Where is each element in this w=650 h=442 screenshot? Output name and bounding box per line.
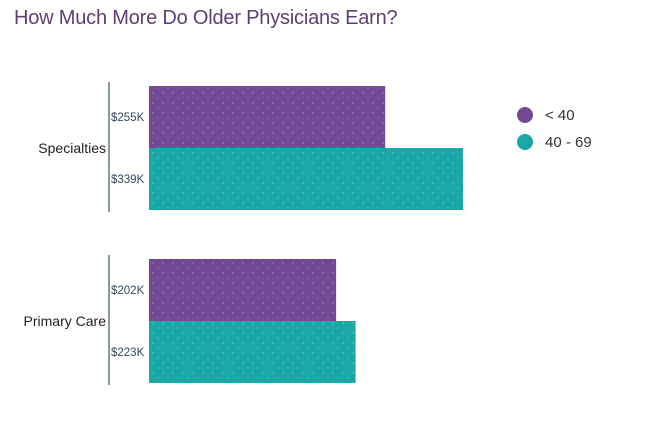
legend-swatch [517,107,533,123]
category-label: Primary Care [24,313,107,329]
bar-value-label: $339K [111,174,145,186]
bar-texture [149,86,386,148]
bar-texture [149,259,337,321]
bar-value-label: $255K [111,112,145,124]
bar-value-label: $202K [111,285,145,297]
category-label: Specialties [38,140,106,156]
bar-value-label: $223K [111,347,145,359]
bar-texture [149,321,356,383]
legend-label: < 40 [545,107,575,124]
chart-title: How Much More Do Older Physicians Earn? [14,7,398,29]
bar-texture [149,148,463,210]
legend-swatch [517,134,533,150]
legend-label: 40 - 69 [545,134,592,151]
